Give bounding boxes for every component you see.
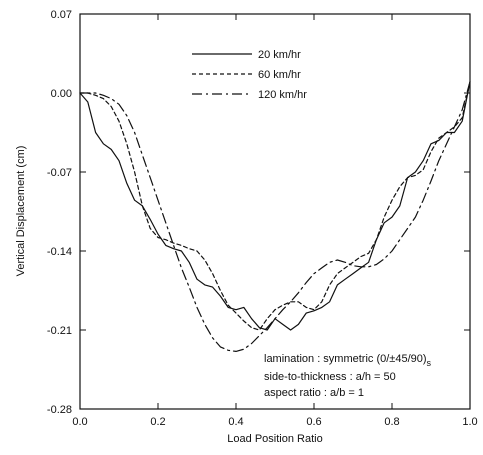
x-tick-label: 0.8: [384, 416, 399, 428]
y-tick-label: 0.07: [51, 9, 72, 21]
series-line-120-km-hr: [79, 81, 471, 352]
annotation-line-1: lamination : symmetric (0/±45/90)s: [264, 353, 432, 368]
x-tick-label: 0.0: [72, 416, 87, 428]
series-layer: [79, 81, 471, 352]
series-line-20-km-hr: [79, 81, 471, 331]
annotation-line-3: aspect ratio : a/b = 1: [264, 387, 364, 399]
y-tick-label: -0.28: [47, 404, 72, 416]
y-axis: 0.07 0.00 -0.07 -0.14 -0.21 -0.28: [47, 9, 470, 416]
y-tick-label: -0.21: [47, 325, 72, 337]
y-axis-label: Vertical Displacement (cm): [15, 146, 27, 277]
legend-label: 20 km/hr: [258, 49, 301, 61]
x-axis-label: Load Position Ratio: [227, 433, 322, 445]
x-tick-label: 0.2: [150, 416, 165, 428]
plot-frame: [79, 13, 471, 410]
y-tick-label: -0.07: [47, 167, 72, 179]
annotation-line-1-subscript: s: [427, 358, 432, 368]
legend-label: 60 km/hr: [258, 69, 301, 81]
annotation-box: lamination : symmetric (0/±45/90)s side-…: [264, 353, 432, 399]
series-line-60-km-hr: [79, 81, 471, 331]
x-tick-label: 0.4: [228, 416, 243, 428]
x-axis: 0.0 0.2 0.4 0.6 0.8 1.0: [72, 14, 478, 428]
annotation-line-2: side-to-thickness : a/h = 50: [264, 371, 396, 383]
x-tick-label: 0.6: [306, 416, 321, 428]
legend: 20 km/hr 60 km/hr 120 km/hr: [192, 49, 307, 101]
y-tick-label: -0.14: [47, 246, 72, 258]
annotation-line-1-text: lamination : symmetric (0/±45/90): [264, 353, 427, 365]
x-tick-label: 1.0: [462, 416, 477, 428]
y-tick-label: 0.00: [51, 88, 72, 100]
legend-label: 120 km/hr: [258, 89, 307, 101]
